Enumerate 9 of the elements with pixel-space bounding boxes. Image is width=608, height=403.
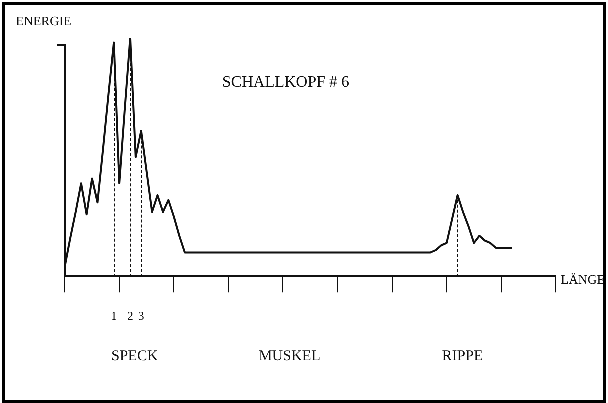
text: 2 (127, 308, 134, 323)
text: 3 (138, 308, 144, 323)
y-axis-title: ENERGIE (16, 13, 72, 28)
text: SPECK (111, 348, 158, 365)
text: MUSKEL (258, 348, 321, 365)
text: 1 (111, 308, 118, 323)
text: SCHALLKOPF # 6 (222, 74, 350, 92)
x-axis-title: LÄNGE (561, 272, 606, 288)
text: RIPPE (442, 348, 484, 365)
